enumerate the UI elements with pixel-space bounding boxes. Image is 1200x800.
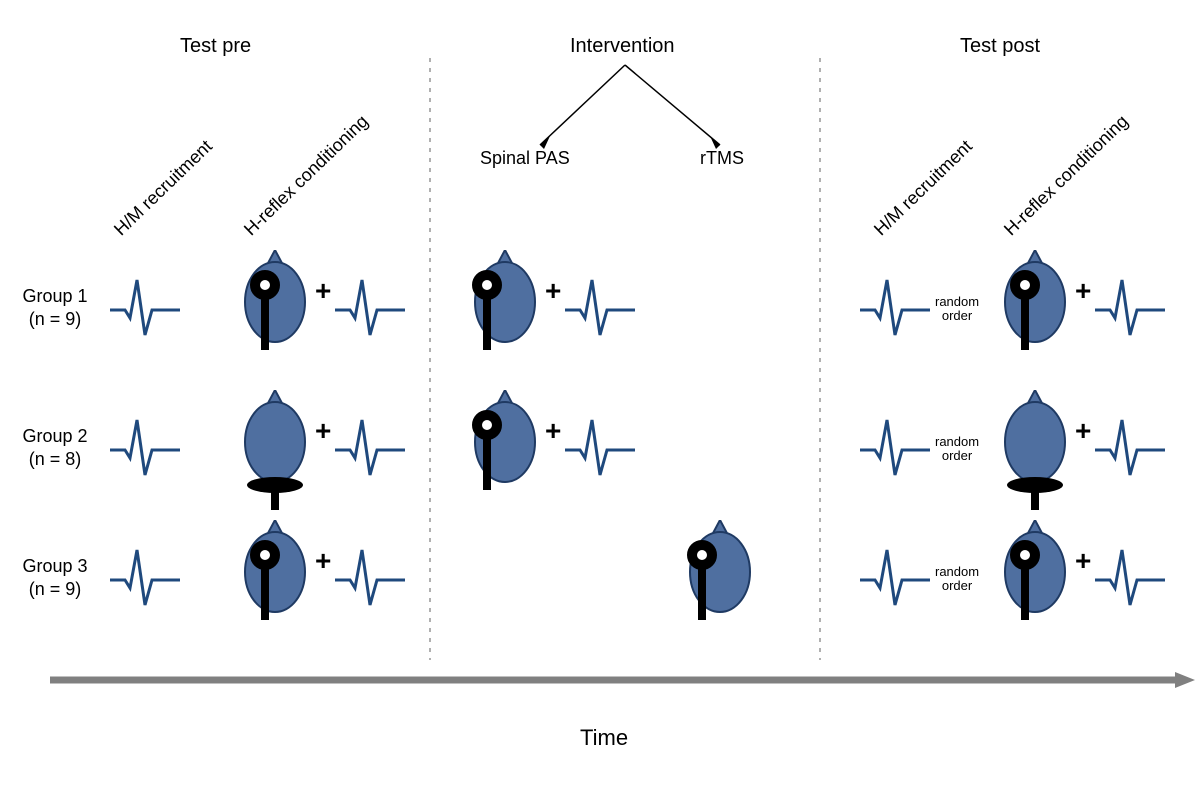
- subheader-pre-hcond: H-reflex conditioning: [240, 111, 373, 240]
- time-label: Time: [580, 725, 628, 751]
- group-3-line2: (n = 9): [29, 579, 82, 599]
- g3-post-wave: [860, 540, 930, 620]
- g2-pre-plus: +: [315, 415, 331, 447]
- group-2-line2: (n = 8): [29, 449, 82, 469]
- g3-pre-head: [235, 520, 315, 630]
- group-1-line2: (n = 9): [29, 309, 82, 329]
- g1-int-wave: [565, 270, 635, 350]
- g1-post-cond-wave: [1095, 270, 1165, 350]
- diagram-root: Test pre Intervention Test post H/M recr…: [0, 0, 1200, 800]
- g3-post-head: [995, 520, 1075, 630]
- group-2-line1: Group 2: [22, 426, 87, 446]
- g3-pre-wave: [110, 540, 180, 620]
- g3-post-plus: +: [1075, 545, 1091, 577]
- subheader-post-hcond: H-reflex conditioning: [1000, 111, 1133, 240]
- g1-int-plus: +: [545, 275, 561, 307]
- subheader-rtms: rTMS: [700, 148, 744, 169]
- group-3-label: Group 3 (n = 9): [10, 555, 100, 602]
- g1-post-plus: +: [1075, 275, 1091, 307]
- subheader-pre-hm: H/M recruitment: [110, 136, 217, 240]
- subheader-spinal: Spinal PAS: [480, 148, 570, 169]
- g2-pre-cond-wave: [335, 410, 405, 490]
- g3-pre-cond-wave: [335, 540, 405, 620]
- g1-int-head: [465, 250, 545, 360]
- g3-pre-plus: +: [315, 545, 331, 577]
- group-3-line1: Group 3: [22, 556, 87, 576]
- g2-post-cond-wave: [1095, 410, 1165, 490]
- header-intervention: Intervention: [570, 35, 675, 58]
- g1-pre-plus: +: [315, 275, 331, 307]
- g3-post-cond-wave: [1095, 540, 1165, 620]
- group-1-line1: Group 1: [22, 286, 87, 306]
- header-pre: Test pre: [180, 35, 251, 58]
- g3-int-head: [680, 520, 760, 630]
- g1-pre-cond-wave: [335, 270, 405, 350]
- g1-pre-wave: [110, 270, 180, 350]
- subheader-post-hm: H/M recruitment: [870, 136, 977, 240]
- g1-pre-head: [235, 250, 315, 360]
- g2-int-head: [465, 390, 545, 500]
- g2-pre-wave: [110, 410, 180, 490]
- g3-random: random order: [935, 565, 979, 594]
- g2-post-wave: [860, 410, 930, 490]
- g2-post-head: [995, 390, 1075, 510]
- group-2-label: Group 2 (n = 8): [10, 425, 100, 472]
- g2-pre-head: [235, 390, 315, 510]
- g2-int-wave: [565, 410, 635, 490]
- g2-random: random order: [935, 435, 979, 464]
- g2-post-plus: +: [1075, 415, 1091, 447]
- header-post: Test post: [960, 35, 1040, 58]
- g1-random: random order: [935, 295, 979, 324]
- group-1-label: Group 1 (n = 9): [10, 285, 100, 332]
- g1-post-head: [995, 250, 1075, 360]
- g1-post-wave: [860, 270, 930, 350]
- g2-int-plus: +: [545, 415, 561, 447]
